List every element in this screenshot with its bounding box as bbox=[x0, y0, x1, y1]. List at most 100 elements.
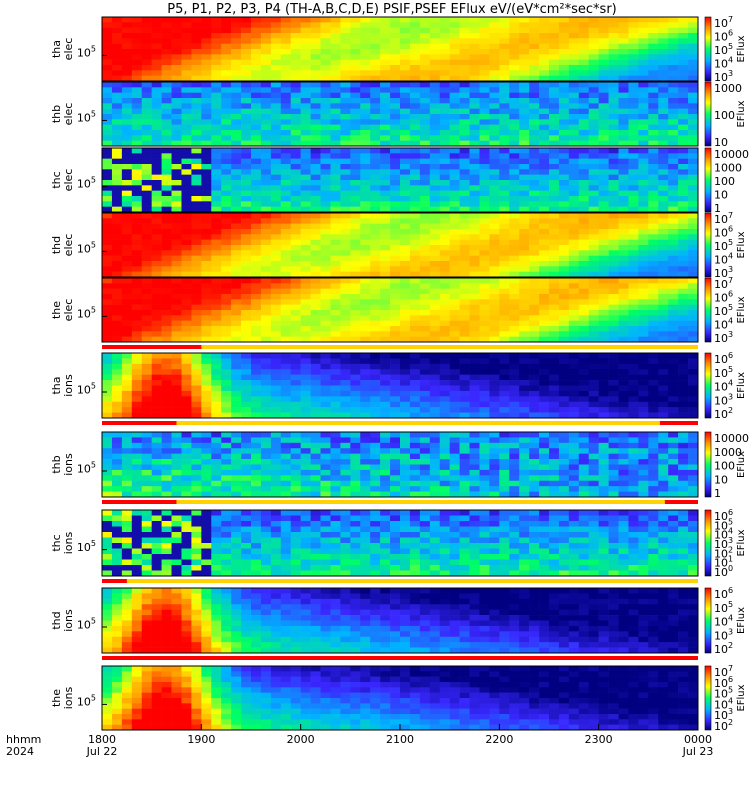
heatmap-cell bbox=[241, 33, 252, 39]
heatmap-cell bbox=[519, 185, 530, 191]
heatmap-cell bbox=[638, 59, 649, 66]
heatmap-cell bbox=[400, 326, 411, 332]
heatmap-cell bbox=[688, 369, 699, 375]
heatmap-cell bbox=[618, 185, 629, 191]
heatmap-cell bbox=[648, 98, 659, 104]
heatmap-cell bbox=[509, 33, 520, 39]
heatmap-cell bbox=[658, 358, 669, 365]
heatmap-cell bbox=[330, 169, 341, 175]
heatmap-cell bbox=[449, 169, 460, 175]
heatmap-cell bbox=[439, 283, 450, 289]
heatmap-cell bbox=[489, 135, 500, 141]
heatmap-cell bbox=[251, 486, 262, 492]
heatmap-cell bbox=[320, 294, 331, 300]
heatmap-cell bbox=[231, 169, 242, 175]
heatmap-cell bbox=[509, 412, 520, 419]
heatmap-cell bbox=[568, 75, 580, 82]
heatmap-cell bbox=[350, 164, 361, 170]
heatmap-cell bbox=[141, 401, 152, 408]
heatmap-cell bbox=[439, 288, 450, 295]
heatmap-cell bbox=[350, 239, 361, 246]
heatmap-cell bbox=[181, 358, 192, 365]
heatmap-cell bbox=[290, 180, 301, 186]
heatmap-cell bbox=[618, 288, 629, 295]
heatmap-cell bbox=[191, 396, 202, 403]
heatmap-cell bbox=[231, 164, 242, 170]
heatmap-cell bbox=[181, 453, 192, 460]
heatmap-cell bbox=[201, 245, 212, 251]
heatmap-cell bbox=[191, 174, 202, 181]
heatmap-cell bbox=[161, 239, 172, 246]
heatmap-cell bbox=[479, 65, 490, 71]
heatmap-cell bbox=[251, 363, 262, 370]
heatmap-cell bbox=[251, 491, 262, 498]
heatmap-cell bbox=[409, 326, 421, 332]
heatmap-cell bbox=[131, 255, 143, 262]
heatmap-cell bbox=[638, 213, 649, 219]
heatmap-cell bbox=[131, 75, 143, 82]
colorbar-tick: 1 bbox=[714, 202, 721, 215]
heatmap-cell bbox=[102, 190, 113, 197]
heatmap-cell bbox=[549, 380, 560, 386]
heatmap-cell bbox=[479, 266, 490, 272]
heatmap-cell bbox=[191, 315, 202, 321]
heatmap-cell bbox=[519, 320, 530, 327]
heatmap-cell bbox=[529, 385, 540, 392]
heatmap-cell bbox=[161, 336, 172, 343]
heatmap-cell bbox=[161, 180, 172, 186]
heatmap-cell bbox=[151, 201, 162, 207]
heatmap-cell bbox=[241, 459, 252, 465]
heatmap-cell bbox=[181, 396, 192, 403]
heatmap-cell bbox=[618, 331, 629, 337]
heatmap-cell bbox=[161, 87, 172, 93]
heatmap-cell bbox=[499, 255, 510, 262]
heatmap-cell bbox=[231, 75, 242, 82]
heatmap-cell bbox=[161, 65, 172, 71]
heatmap-cell bbox=[558, 54, 570, 60]
heatmap-cell bbox=[439, 164, 450, 170]
heatmap-cell bbox=[201, 304, 212, 311]
heatmap-cell bbox=[300, 54, 311, 60]
heatmap-cell bbox=[131, 174, 143, 181]
heatmap-cell bbox=[191, 380, 202, 386]
heatmap-cell bbox=[300, 320, 311, 327]
heatmap-cell bbox=[519, 17, 530, 23]
heatmap-cell bbox=[439, 43, 450, 50]
heatmap-cell bbox=[439, 442, 450, 449]
heatmap-cell bbox=[221, 180, 232, 186]
heatmap-cell bbox=[678, 283, 689, 289]
heatmap-cell bbox=[539, 190, 550, 197]
heatmap-cell bbox=[658, 22, 669, 28]
heatmap-cell bbox=[409, 153, 421, 159]
heatmap-cell bbox=[409, 234, 421, 240]
heatmap-cell bbox=[370, 103, 381, 109]
heatmap-cell bbox=[658, 59, 669, 66]
heatmap-cell bbox=[181, 363, 192, 370]
heatmap-cell bbox=[260, 169, 272, 175]
heatmap-cell bbox=[201, 87, 212, 93]
heatmap-cell bbox=[429, 390, 441, 397]
heatmap-cell bbox=[529, 218, 540, 224]
heatmap-cell bbox=[390, 448, 401, 454]
heatmap-cell bbox=[668, 288, 679, 295]
heatmap-cell bbox=[360, 320, 371, 327]
heatmap-cell bbox=[648, 369, 659, 375]
heatmap-cell bbox=[568, 304, 580, 311]
heatmap-cell bbox=[628, 169, 639, 175]
heatmap-cell bbox=[191, 469, 202, 476]
heatmap-cell bbox=[231, 229, 242, 235]
heatmap-cell bbox=[469, 299, 480, 305]
heatmap-cell bbox=[529, 283, 540, 289]
heatmap-cell bbox=[280, 201, 292, 207]
heatmap-cell bbox=[241, 464, 252, 471]
heatmap-cell bbox=[459, 54, 470, 60]
heatmap-cell bbox=[628, 390, 639, 397]
heatmap-cell bbox=[161, 59, 172, 66]
heatmap-cell bbox=[449, 180, 460, 186]
heatmap-cell bbox=[280, 310, 292, 316]
heatmap-cell bbox=[449, 464, 460, 471]
heatmap-cell bbox=[539, 22, 550, 28]
heatmap-cell bbox=[668, 331, 679, 337]
heatmap-cell bbox=[688, 27, 699, 34]
heatmap-cell bbox=[270, 164, 282, 170]
